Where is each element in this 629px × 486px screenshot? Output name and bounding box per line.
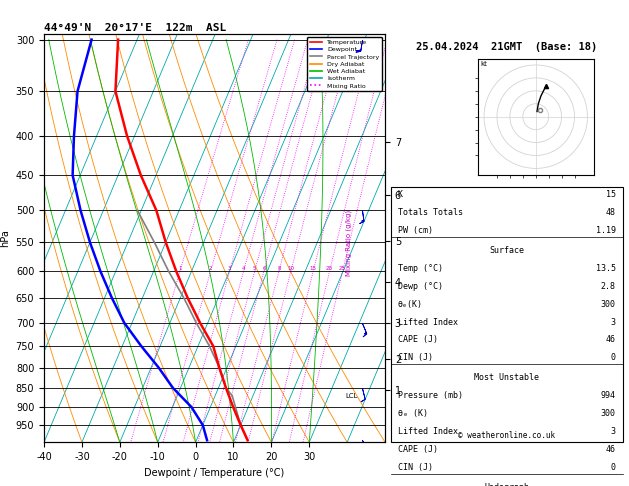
Text: 2.8: 2.8 — [601, 281, 616, 291]
Text: Pressure (mb): Pressure (mb) — [398, 391, 463, 400]
Text: θₑ (K): θₑ (K) — [398, 409, 428, 418]
Text: 5: 5 — [253, 266, 257, 272]
Text: CAPE (J): CAPE (J) — [398, 335, 438, 345]
Legend: Temperature, Dewpoint, Parcel Trajectory, Dry Adiabat, Wet Adiabat, Isotherm, Mi: Temperature, Dewpoint, Parcel Trajectory… — [307, 37, 382, 91]
Text: CAPE (J): CAPE (J) — [398, 445, 438, 454]
Text: 300: 300 — [601, 299, 616, 309]
Text: Lifted Index: Lifted Index — [398, 427, 458, 436]
Text: K: K — [398, 190, 403, 199]
Text: 0: 0 — [611, 353, 616, 363]
Text: 15: 15 — [309, 266, 316, 272]
Text: Mixing Ratio (g/kg): Mixing Ratio (g/kg) — [346, 210, 352, 276]
Text: 25: 25 — [339, 266, 346, 272]
Text: 3: 3 — [611, 317, 616, 327]
Text: 4: 4 — [242, 266, 245, 272]
Text: PW (cm): PW (cm) — [398, 226, 433, 235]
Text: 25.04.2024  21GMT  (Base: 18): 25.04.2024 21GMT (Base: 18) — [416, 42, 598, 52]
Text: © weatheronline.co.uk: © weatheronline.co.uk — [458, 431, 555, 440]
Text: CIN (J): CIN (J) — [398, 463, 433, 472]
Text: Surface: Surface — [489, 245, 524, 255]
X-axis label: Dewpoint / Temperature (°C): Dewpoint / Temperature (°C) — [145, 468, 285, 478]
Text: 46: 46 — [606, 445, 616, 454]
Text: LCL: LCL — [345, 393, 358, 399]
Text: 15: 15 — [606, 190, 616, 199]
Text: 300: 300 — [601, 409, 616, 418]
Text: Totals Totals: Totals Totals — [398, 208, 463, 217]
Text: 0: 0 — [611, 463, 616, 472]
Text: 13.5: 13.5 — [596, 263, 616, 273]
Text: CIN (J): CIN (J) — [398, 353, 433, 363]
Text: Dewp (°C): Dewp (°C) — [398, 281, 443, 291]
Text: 1: 1 — [178, 266, 182, 272]
Text: θₑ(K): θₑ(K) — [398, 299, 423, 309]
Text: Lifted Index: Lifted Index — [398, 317, 458, 327]
Text: 3: 3 — [228, 266, 231, 272]
Text: Hodograph: Hodograph — [484, 483, 529, 486]
Text: kt: kt — [480, 61, 487, 67]
Text: 6: 6 — [262, 266, 265, 272]
Text: 2: 2 — [209, 266, 213, 272]
Text: 994: 994 — [601, 391, 616, 400]
Text: Temp (°C): Temp (°C) — [398, 263, 443, 273]
Text: 46: 46 — [606, 335, 616, 345]
Text: 48: 48 — [606, 208, 616, 217]
Text: Most Unstable: Most Unstable — [474, 373, 539, 382]
Text: 20: 20 — [326, 266, 333, 272]
Text: 44°49'N  20°17'E  122m  ASL: 44°49'N 20°17'E 122m ASL — [44, 23, 226, 33]
Text: 8: 8 — [277, 266, 281, 272]
Y-axis label: hPa: hPa — [0, 229, 10, 247]
Bar — [391, 187, 623, 442]
Text: 1.19: 1.19 — [596, 226, 616, 235]
Text: 10: 10 — [287, 266, 294, 272]
Text: 3: 3 — [611, 427, 616, 436]
